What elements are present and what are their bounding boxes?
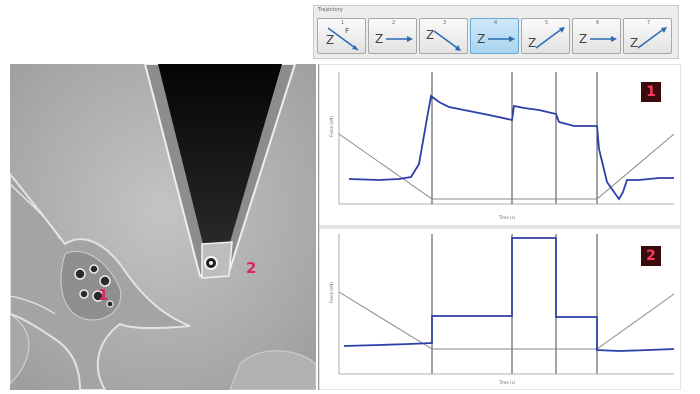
segment-number: 7	[647, 20, 651, 26]
segment-number: 3	[443, 20, 447, 26]
segment-button-1[interactable]: 1 Z F	[317, 18, 366, 54]
svg-text:Z: Z	[426, 28, 434, 42]
segment-number: 2	[392, 20, 396, 26]
segment-number: 6	[596, 20, 600, 26]
microscope-image: 1 2	[10, 64, 316, 390]
descent-icon: Z	[426, 28, 461, 51]
retract-icon: Z	[528, 27, 565, 50]
pause-icon: Z	[375, 32, 413, 46]
retract-icon: Z	[630, 27, 667, 50]
plot-1-xlabel: Time (s)	[499, 215, 516, 220]
pause-icon: Z	[579, 32, 617, 46]
svg-text:Z: Z	[630, 36, 638, 50]
approach-descent-icon: Z F	[326, 27, 359, 51]
segment-button-3[interactable]: 3 Z	[419, 18, 468, 54]
plot-2-piezo-trace	[338, 291, 675, 350]
segment-button-6[interactable]: 6 Z	[572, 18, 621, 54]
svg-text:Z: Z	[326, 33, 334, 47]
plot-1-gridlines	[431, 72, 598, 204]
segment-number: 4	[494, 20, 498, 26]
force-plot-panel: 1 2 Force (nN) Time (s) Force (nN) Time …	[318, 63, 682, 391]
svg-text:Z: Z	[477, 32, 485, 46]
segment-button-4[interactable]: 4 Z	[470, 18, 519, 54]
segment-button-2[interactable]: 2 Z	[368, 18, 417, 54]
plot-2-force-trace	[343, 237, 675, 352]
cell-micrograph	[10, 64, 316, 390]
force-plots	[318, 63, 682, 391]
svg-text:Z: Z	[579, 32, 587, 46]
plot-2-badge: 2	[641, 246, 661, 266]
plot-2-ylabel: Force (nN)	[328, 282, 334, 303]
segment-number: 5	[545, 20, 549, 26]
pause-icon: Z	[477, 32, 515, 46]
svg-text:Z: Z	[375, 32, 383, 46]
probe-label: 2	[246, 259, 257, 277]
segment-list: 1 Z F 2 Z 3 Z	[317, 18, 672, 54]
segment-button-7[interactable]: 7 Z	[623, 18, 672, 54]
svg-text:Z: Z	[528, 36, 536, 50]
segment-toolbar: Trajectory 1 Z F 2 Z 3 Z	[313, 5, 679, 59]
cell-label: 1	[98, 286, 109, 304]
toolbar-title: Trajectory	[318, 7, 343, 13]
plot-1-badge: 1	[641, 82, 661, 102]
plot-1-piezo-trace	[338, 133, 675, 200]
plot-1-force-trace	[348, 94, 674, 201]
svg-text:F: F	[345, 27, 349, 35]
plot-1-ylabel: Force (nN)	[328, 116, 334, 137]
plot-2-xlabel: Time (s)	[499, 380, 516, 385]
segment-number: 1	[341, 20, 345, 26]
segment-button-5[interactable]: 5 Z	[521, 18, 570, 54]
